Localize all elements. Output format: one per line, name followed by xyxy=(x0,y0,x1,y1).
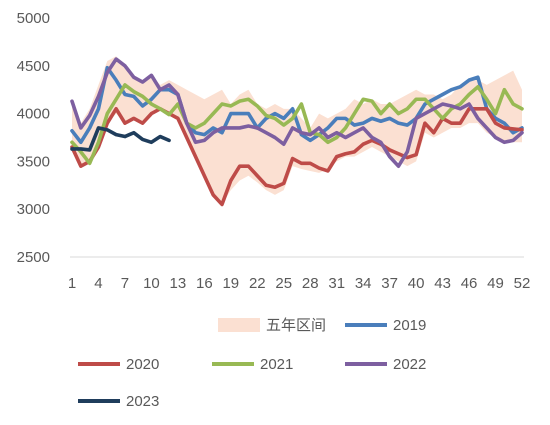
x-tick-label: 49 xyxy=(487,275,504,292)
x-tick-label: 46 xyxy=(461,275,478,292)
legend-label: 2019 xyxy=(393,317,426,334)
legend-label: 2023 xyxy=(126,393,159,410)
y-tick-label: 5000 xyxy=(17,10,50,27)
legend: 五年区间 2019 2020 2021 2022 2023 xyxy=(78,317,426,410)
x-tick-label: 13 xyxy=(170,275,187,292)
legend-label: 2021 xyxy=(260,356,293,373)
legend-label: 2022 xyxy=(393,356,426,373)
x-tick-label: 4 xyxy=(94,275,102,292)
y-tick-label: 3500 xyxy=(17,153,50,170)
x-tick-label: 25 xyxy=(275,275,292,292)
y-axis-ticks: 2500 3000 3500 4000 4500 5000 xyxy=(17,10,50,266)
x-tick-label: 1 xyxy=(68,275,76,292)
series-lines xyxy=(70,57,524,207)
y-tick-label: 4500 xyxy=(17,58,50,75)
legend-label: 五年区间 xyxy=(266,317,326,334)
series-line-2020 xyxy=(70,107,524,207)
x-tick-label: 31 xyxy=(328,275,345,292)
x-tick-label: 34 xyxy=(355,275,372,292)
legend-swatch-five-year-range xyxy=(218,318,260,332)
x-tick-label: 10 xyxy=(143,275,160,292)
x-tick-label: 40 xyxy=(408,275,425,292)
x-tick-label: 22 xyxy=(249,275,266,292)
x-axis-ticks: 1 4 7 10 13 16 19 22 25 28 31 34 37 40 43 46 49 52 xyxy=(68,275,531,292)
x-tick-label: 16 xyxy=(196,275,213,292)
x-tick-label: 7 xyxy=(121,275,129,292)
x-tick-label: 28 xyxy=(302,275,319,292)
y-tick-label: 3000 xyxy=(17,201,50,218)
x-tick-label: 19 xyxy=(222,275,239,292)
x-tick-label: 52 xyxy=(514,275,531,292)
y-tick-label: 2500 xyxy=(17,249,50,266)
x-tick-label: 37 xyxy=(381,275,398,292)
series-line-2019 xyxy=(70,65,524,145)
y-tick-label: 4000 xyxy=(17,106,50,123)
x-tick-label: 43 xyxy=(434,275,451,292)
series-line-2021 xyxy=(70,83,524,166)
series-line-2022 xyxy=(70,57,524,168)
series-line-2023 xyxy=(70,126,171,152)
legend-label: 2020 xyxy=(126,356,159,373)
